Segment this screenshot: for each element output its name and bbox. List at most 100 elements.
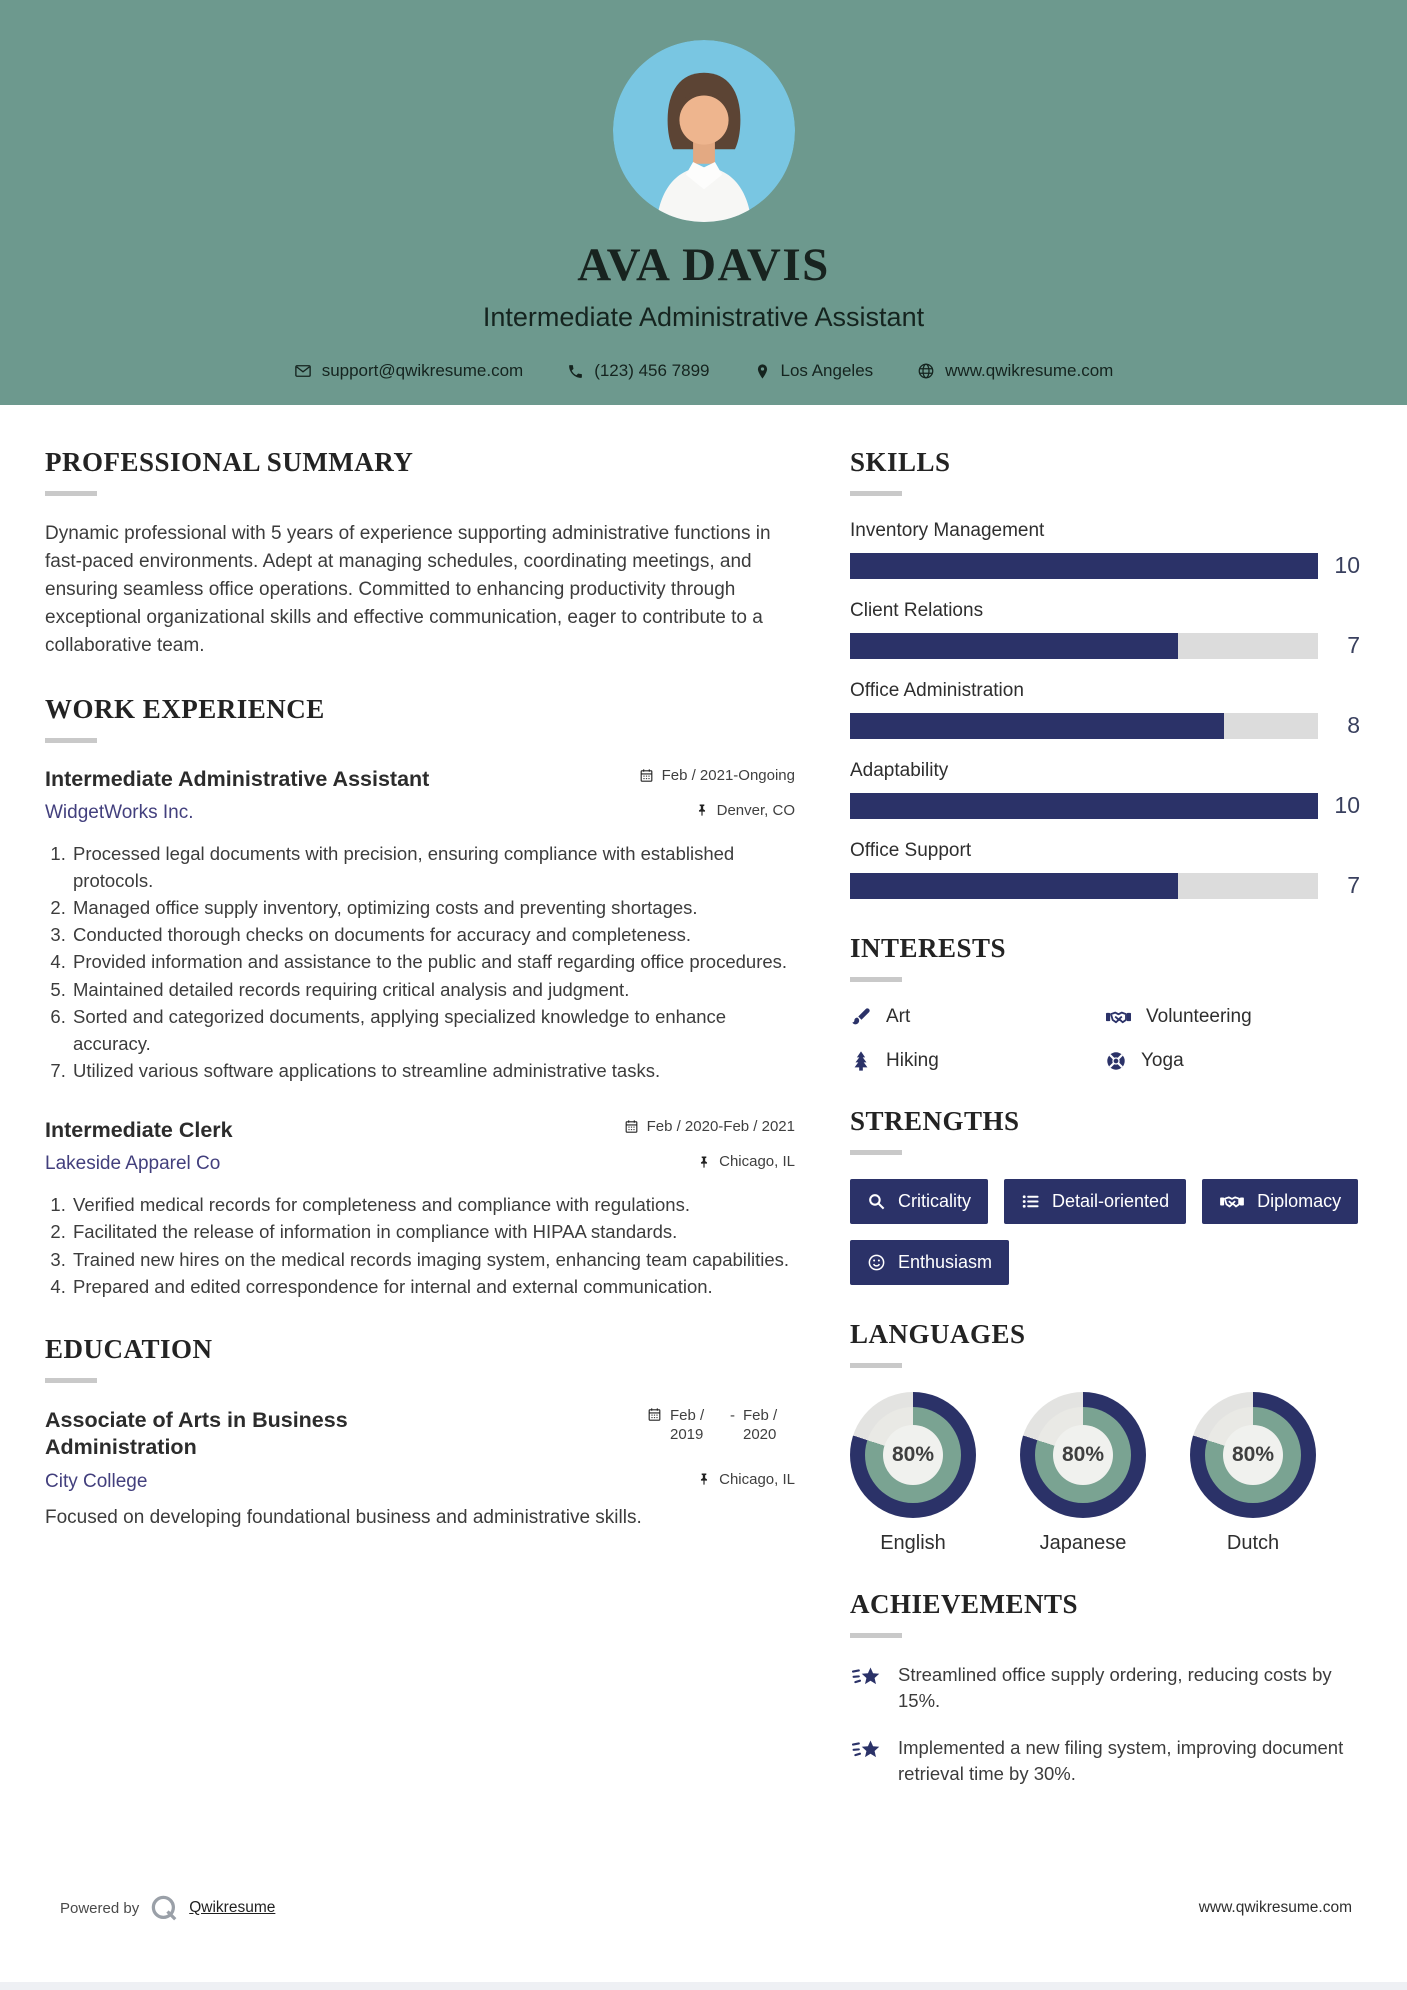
pushpin-icon xyxy=(695,803,709,817)
contact-phone[interactable]: (123) 456 7899 xyxy=(567,361,710,381)
job-dates-text: Feb / 2021-Ongoing xyxy=(661,766,795,784)
strengths-heading: STRENGTHS xyxy=(850,1106,1020,1136)
calendar-icon xyxy=(647,1407,662,1422)
skill-value: 10 xyxy=(1334,552,1360,578)
contact-email[interactable]: support@qwikresume.com xyxy=(294,361,524,381)
section-underline xyxy=(45,1378,97,1384)
section-underline xyxy=(45,737,97,743)
language-item: 80% Dutch xyxy=(1190,1392,1316,1555)
bullet-item: Managed office supply inventory, optimiz… xyxy=(71,894,795,921)
shooting-star-icon xyxy=(850,1664,884,1692)
magnifier-icon xyxy=(867,1192,886,1211)
header-band: AVA DAVIS Intermediate Administrative As… xyxy=(0,0,1407,405)
skill-name: Office Administration xyxy=(850,680,1024,701)
tree-icon xyxy=(850,1050,872,1072)
job-bullet-list: Verified medical records for completenes… xyxy=(45,1191,795,1300)
lifebuoy-icon xyxy=(1105,1050,1127,1072)
education-date-start: Feb / 2019 xyxy=(670,1407,705,1443)
main-content: PROFESSIONAL SUMMARY Dynamic professiona… xyxy=(0,405,1407,1821)
interest-label: Hiking xyxy=(886,1050,939,1071)
skill-row: 7 xyxy=(850,872,1360,899)
strength-badge-diplomacy: Diplomacy xyxy=(1202,1179,1359,1224)
job-location: Chicago, IL xyxy=(697,1153,795,1170)
calendar-icon xyxy=(639,768,654,783)
skill-bar-track xyxy=(850,632,1318,659)
interest-item: Volunteering xyxy=(1105,1006,1360,1028)
paintbrush-icon xyxy=(850,1006,872,1028)
section-underline xyxy=(850,1363,902,1368)
job-location-text: Chicago, IL xyxy=(719,1153,795,1171)
qwikresume-link[interactable]: Qwikresume xyxy=(189,1899,276,1916)
contact-row: support@qwikresume.com (123) 456 7899 Lo… xyxy=(0,361,1407,381)
language-item: 80% Japanese xyxy=(1020,1392,1146,1555)
skill-item: Adaptability 10 xyxy=(850,760,1360,819)
skills-section: SKILLS Inventory Management 10 Client Re… xyxy=(850,447,1360,899)
education-dates: Feb / 2019 - Feb / 2020 xyxy=(647,1407,795,1445)
section-underline xyxy=(850,491,902,496)
skill-value: 7 xyxy=(1347,872,1360,898)
strength-label: Enthusiasm xyxy=(898,1252,993,1272)
company-link[interactable]: WidgetWorks Inc. xyxy=(45,801,194,823)
languages-section: LANGUAGES 80% English 80% xyxy=(850,1319,1360,1555)
education-location-text: Chicago, IL xyxy=(719,1470,795,1488)
interests-grid: Art Volunteering Hiking Yoga xyxy=(850,1006,1360,1072)
job-subhead: WidgetWorks Inc. Denver, CO xyxy=(45,802,795,824)
job-bullet-list: Processed legal documents with precision… xyxy=(45,840,795,1085)
envelope-icon xyxy=(294,362,312,380)
experience-heading: WORK EXPERIENCE xyxy=(45,693,325,724)
strength-badge-enthusiasm: Enthusiasm xyxy=(850,1240,1010,1285)
section-underline xyxy=(850,1633,902,1638)
strength-label: Diplomacy xyxy=(1257,1191,1342,1211)
contact-location-text: Los Angeles xyxy=(780,361,874,380)
strength-badge-criticality: Criticality xyxy=(850,1179,989,1224)
skill-bar-track xyxy=(850,552,1318,579)
candidate-title: Intermediate Administrative Assistant xyxy=(482,302,925,332)
language-percent: 80% xyxy=(1053,1425,1113,1485)
contact-phone-text: (123) 456 7899 xyxy=(594,361,710,380)
skill-bar-fill xyxy=(850,712,1225,739)
summary-heading: PROFESSIONAL SUMMARY xyxy=(45,447,414,477)
handshake-icon xyxy=(1105,1007,1132,1027)
interest-label: Yoga xyxy=(1141,1050,1184,1071)
interest-item: Art xyxy=(850,1006,1105,1028)
job-head: Intermediate Clerk Feb / 2020-Feb / 2021 xyxy=(45,1118,795,1143)
section-underline xyxy=(850,1150,902,1155)
language-name: Japanese xyxy=(1039,1532,1127,1554)
skill-bar-track xyxy=(850,792,1318,819)
profile-photo xyxy=(612,40,795,222)
bullet-item: Facilitated the release of information i… xyxy=(71,1218,795,1245)
language-donut-chart: 80% xyxy=(1020,1392,1146,1518)
school-link[interactable]: City College xyxy=(45,1470,148,1492)
summary-section: PROFESSIONAL SUMMARY Dynamic professiona… xyxy=(45,447,795,660)
job-dates: Feb / 2020-Feb / 2021 xyxy=(624,1118,795,1135)
education-head: Associate of Arts in Business Administra… xyxy=(45,1407,795,1461)
job-entry: Intermediate Administrative Assistant Fe… xyxy=(45,767,795,1085)
skill-name: Adaptability xyxy=(850,760,949,781)
language-donut-chart: 80% xyxy=(1190,1392,1316,1518)
interests-heading: INTERESTS xyxy=(850,933,1007,963)
bullet-item: Prepared and edited correspondence for i… xyxy=(71,1273,795,1300)
interests-section: INTERESTS Art Volunteering Hiking xyxy=(850,933,1360,1072)
job-title: Intermediate Administrative Assistant xyxy=(45,766,430,791)
bullet-item: Conducted thorough checks on documents f… xyxy=(71,921,795,948)
section-underline xyxy=(45,491,97,496)
bullet-item: Processed legal documents with precision… xyxy=(71,840,795,894)
footer-website-link[interactable]: www.qwikresume.com xyxy=(1198,1899,1352,1916)
bullet-item: Sorted and categorized documents, applyi… xyxy=(71,1003,795,1057)
skill-name: Client Relations xyxy=(850,600,984,621)
skill-item: Client Relations 7 xyxy=(850,600,1360,659)
contact-email-text: support@qwikresume.com xyxy=(321,361,524,380)
achievement-item: Streamlined office supply ordering, redu… xyxy=(850,1662,1360,1715)
language-percent: 80% xyxy=(883,1425,943,1485)
education-date-separator: - xyxy=(730,1407,735,1425)
job-entry: Intermediate Clerk Feb / 2020-Feb / 2021… xyxy=(45,1118,795,1300)
job-subhead: Lakeside Apparel Co Chicago, IL xyxy=(45,1153,795,1175)
contact-website[interactable]: www.qwikresume.com xyxy=(917,361,1113,381)
powered-by: Powered by Qwikresume xyxy=(60,1893,275,1923)
education-section: EDUCATION Associate of Arts in Business … xyxy=(45,1334,795,1529)
bullet-item: Utilized various software applications t… xyxy=(71,1057,795,1084)
languages-heading: LANGUAGES xyxy=(850,1319,1026,1349)
achievements-heading: ACHIEVEMENTS xyxy=(850,1589,1079,1619)
skill-value: 7 xyxy=(1347,632,1360,658)
company-link[interactable]: Lakeside Apparel Co xyxy=(45,1153,221,1175)
